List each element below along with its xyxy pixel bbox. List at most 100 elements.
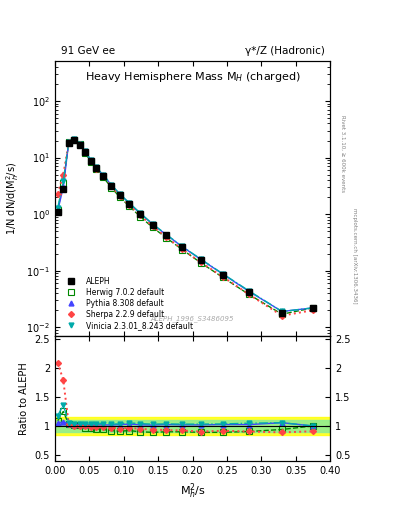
Herwig 7.0.2 default [55,206,60,212]
Sherpa 2.2.9 default [198,260,203,266]
Herwig 7.0.2 default [220,274,225,281]
Vinicia 2.3.01_8.243 default [164,231,169,238]
Pythia 8.308 default [164,232,169,238]
Bar [55,420,330,432]
Vinicia 2.3.01_8.243 default [83,148,88,154]
Vinicia 2.3.01_8.243 default [180,243,185,249]
ALEPH [101,173,106,179]
Sherpa 2.2.9 default [150,223,155,229]
Pythia 8.308 default [138,210,143,217]
Herwig 7.0.2 default [280,311,285,317]
Text: 91 GeV ee: 91 GeV ee [61,46,115,56]
Sherpa 2.2.9 default [77,141,82,147]
Herwig 7.0.2 default [109,184,114,190]
Pythia 8.308 default [127,200,132,206]
ALEPH [66,140,71,146]
Vinicia 2.3.01_8.243 default [55,205,60,211]
Vinicia 2.3.01_8.243 default [94,164,99,170]
Sherpa 2.2.9 default [94,165,99,172]
Sherpa 2.2.9 default [117,193,122,199]
ALEPH [61,186,66,192]
Sherpa 2.2.9 default [83,149,88,155]
Vinicia 2.3.01_8.243 default [77,141,82,147]
Pythia 8.308 default [198,257,203,263]
Sherpa 2.2.9 default [101,173,106,179]
Vinicia 2.3.01_8.243 default [280,308,285,314]
Herwig 7.0.2 default [127,203,132,209]
ALEPH [83,149,88,155]
Pythia 8.308 default [117,191,122,197]
Pythia 8.308 default [101,172,106,178]
Sherpa 2.2.9 default [220,274,225,280]
Line: Herwig 7.0.2 default: Herwig 7.0.2 default [55,137,316,317]
ALEPH [280,310,285,316]
Sherpa 2.2.9 default [138,212,143,219]
Pythia 8.308 default [83,148,88,155]
ALEPH [198,257,203,263]
Vinicia 2.3.01_8.243 default [66,139,71,145]
Herwig 7.0.2 default [150,224,155,230]
Herwig 7.0.2 default [198,260,203,266]
Sherpa 2.2.9 default [127,202,132,208]
Line: Sherpa 2.2.9 default: Sherpa 2.2.9 default [56,138,315,318]
Vinicia 2.3.01_8.243 default [247,288,252,294]
Pythia 8.308 default [310,305,315,311]
Sherpa 2.2.9 default [61,172,66,178]
Pythia 8.308 default [88,157,93,163]
Herwig 7.0.2 default [83,150,88,156]
Vinicia 2.3.01_8.243 default [61,178,66,184]
ALEPH [127,201,132,207]
ALEPH [138,211,143,217]
Vinicia 2.3.01_8.243 default [198,256,203,262]
ALEPH [94,165,99,171]
ALEPH [150,222,155,228]
Text: ALEPH_1996_S3486095: ALEPH_1996_S3486095 [151,315,234,322]
Sherpa 2.2.9 default [72,137,77,143]
Sherpa 2.2.9 default [164,234,169,240]
Line: ALEPH: ALEPH [55,137,316,315]
Herwig 7.0.2 default [66,139,71,145]
Herwig 7.0.2 default [164,235,169,241]
Vinicia 2.3.01_8.243 default [72,136,77,142]
Pythia 8.308 default [94,165,99,171]
Pythia 8.308 default [66,139,71,145]
Herwig 7.0.2 default [138,214,143,220]
Pythia 8.308 default [109,182,114,188]
Vinicia 2.3.01_8.243 default [138,210,143,216]
Herwig 7.0.2 default [117,194,122,200]
Sherpa 2.2.9 default [310,307,315,313]
Herwig 7.0.2 default [180,247,185,253]
Pythia 8.308 default [61,184,66,190]
Bar [55,417,330,435]
Sherpa 2.2.9 default [88,158,93,164]
Pythia 8.308 default [220,271,225,277]
Y-axis label: Ratio to ALEPH: Ratio to ALEPH [19,362,29,435]
Vinicia 2.3.01_8.243 default [88,157,93,163]
ALEPH [72,137,77,143]
ALEPH [220,271,225,278]
Text: γ*/Z (Hadronic): γ*/Z (Hadronic) [245,46,325,56]
Vinicia 2.3.01_8.243 default [117,191,122,197]
Vinicia 2.3.01_8.243 default [310,305,315,311]
Herwig 7.0.2 default [247,291,252,297]
Herwig 7.0.2 default [94,166,99,173]
Text: Heavy Hemisphere Mass M$_H$ (charged): Heavy Hemisphere Mass M$_H$ (charged) [84,70,301,83]
Vinicia 2.3.01_8.243 default [150,221,155,227]
ALEPH [310,305,315,311]
Herwig 7.0.2 default [310,305,315,311]
Vinicia 2.3.01_8.243 default [101,172,106,178]
Herwig 7.0.2 default [101,174,106,180]
Legend: ALEPH, Herwig 7.0.2 default, Pythia 8.308 default, Sherpa 2.2.9 default, Vinicia: ALEPH, Herwig 7.0.2 default, Pythia 8.30… [59,275,196,332]
Pythia 8.308 default [180,244,185,250]
Pythia 8.308 default [77,141,82,147]
ALEPH [180,244,185,250]
Pythia 8.308 default [247,288,252,294]
Pythia 8.308 default [55,207,60,214]
Sherpa 2.2.9 default [109,183,114,189]
Vinicia 2.3.01_8.243 default [109,182,114,188]
Line: Pythia 8.308 default: Pythia 8.308 default [55,137,315,314]
Pythia 8.308 default [150,221,155,227]
Vinicia 2.3.01_8.243 default [127,200,132,206]
ALEPH [88,158,93,164]
X-axis label: M$_h^2$/s: M$_h^2$/s [180,481,206,501]
